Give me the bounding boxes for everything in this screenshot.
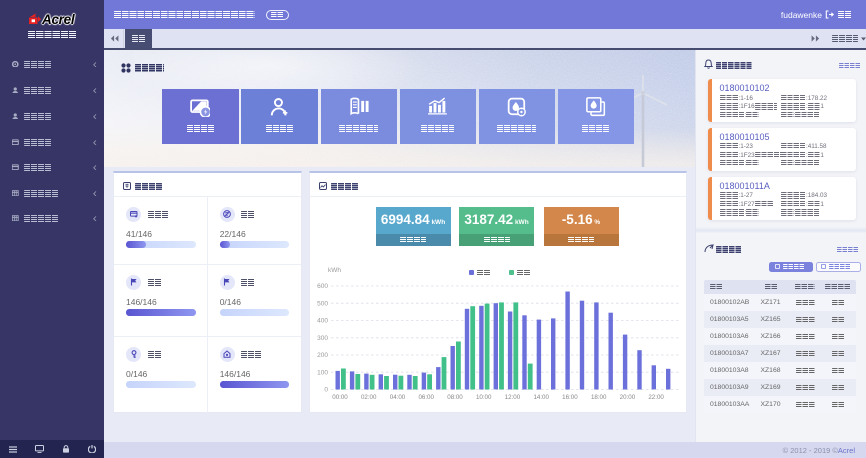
- svg-text:06:00: 06:00: [418, 394, 434, 401]
- svg-text:0: 0: [324, 386, 328, 393]
- svg-text:18:00: 18:00: [591, 394, 607, 401]
- svg-text:10:00: 10:00: [476, 394, 492, 401]
- svg-text:600: 600: [317, 283, 328, 290]
- svg-text:16:00: 16:00: [562, 394, 578, 401]
- svg-text:20:00: 20:00: [620, 394, 636, 401]
- svg-text:12:00: 12:00: [505, 394, 521, 401]
- svg-text:08:00: 08:00: [447, 394, 463, 401]
- svg-text:22:00: 22:00: [648, 394, 664, 401]
- svg-text:100: 100: [317, 369, 328, 376]
- svg-text:04:00: 04:00: [390, 394, 406, 401]
- svg-text:300: 300: [317, 335, 328, 342]
- svg-text:200: 200: [317, 352, 328, 359]
- svg-text:02:00: 02:00: [361, 394, 377, 401]
- svg-text:00:00: 00:00: [332, 394, 348, 401]
- svg-text:14:00: 14:00: [533, 394, 549, 401]
- svg-text:400: 400: [317, 317, 328, 324]
- svg-text:500: 500: [317, 300, 328, 307]
